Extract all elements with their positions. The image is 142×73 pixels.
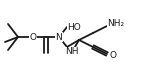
- Text: N: N: [56, 32, 62, 41]
- Text: NH₂: NH₂: [107, 19, 124, 28]
- Text: O: O: [30, 32, 36, 41]
- Text: NH: NH: [65, 48, 79, 57]
- Text: HO: HO: [67, 22, 81, 32]
- Text: O: O: [109, 51, 116, 61]
